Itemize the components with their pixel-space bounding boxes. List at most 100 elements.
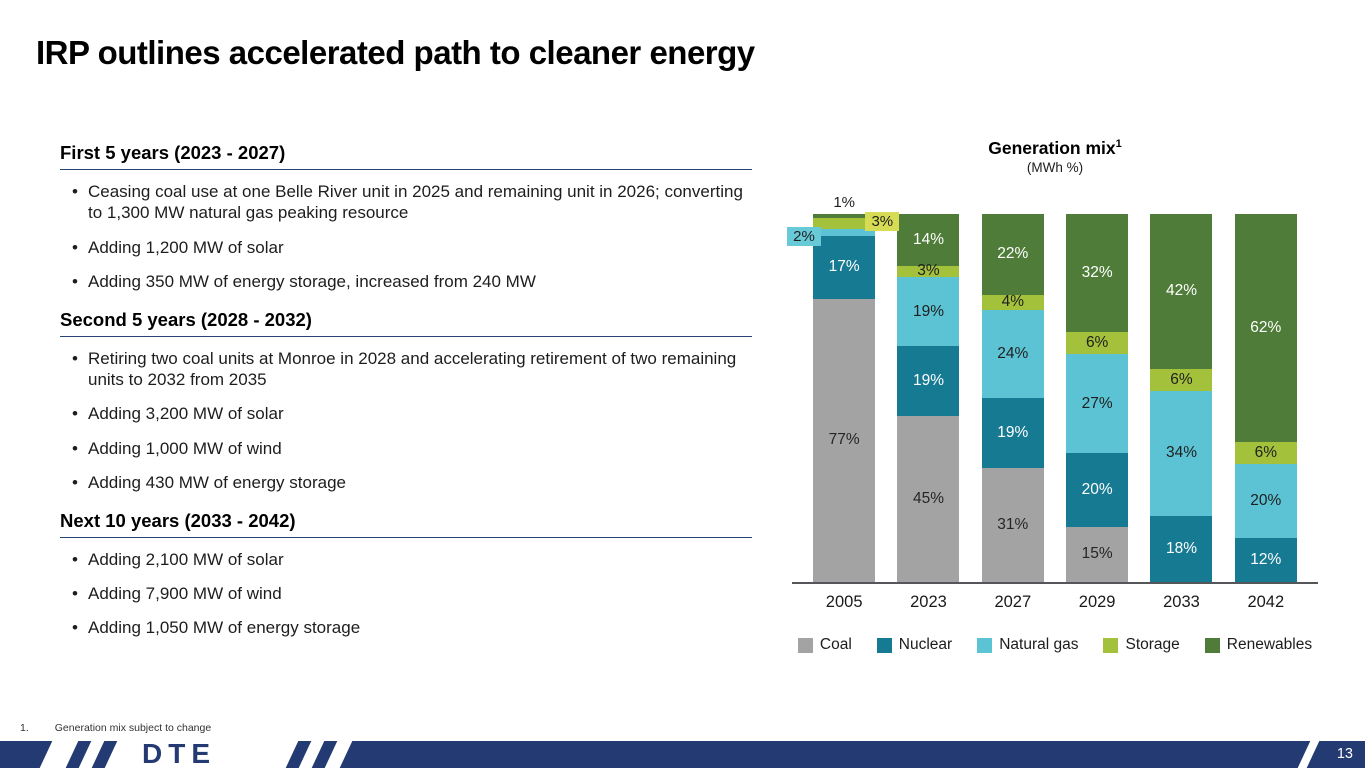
bullet-marker: • (72, 237, 78, 257)
chart-column-2027: 31% 19% 24% 4% 22% (971, 214, 1055, 582)
segment-natural-gas: 34% (1150, 390, 1213, 516)
segment-label: 12% (1250, 550, 1282, 568)
page-title: IRP outlines accelerated path to cleaner… (36, 34, 755, 71)
segment-nuclear: 19% (897, 346, 960, 417)
segment-label: 6% (1085, 333, 1109, 351)
footnote: 1. Generation mix subject to change (20, 722, 211, 734)
legend-swatch (797, 637, 813, 653)
chart-plot: 77% 17% 2% 3% 1% 45% 19% 19% 3% 14% 31% 19% 24% 4% 22%… (787, 194, 1318, 584)
section: First 5 years (2023 - 2027) • Ceasing coal… (60, 142, 752, 293)
bullet-marker: • (72, 348, 78, 368)
segment-label: 15% (1081, 545, 1113, 563)
bar-2033: 18% 34% 6% 42% (1150, 214, 1213, 582)
chart-subtitle: (MWh %) (1026, 160, 1084, 175)
segment-coal: 31% (981, 467, 1044, 582)
segment-natural-gas: 27% (1066, 353, 1129, 454)
bullet-item: • Adding 1,000 MW of wind (66, 438, 752, 459)
bullet-marker: • (72, 549, 78, 569)
x-axis-label: 2005 (825, 593, 863, 611)
bullet-marker: • (72, 272, 78, 292)
bullet-text: Adding 2,100 MW of solar (88, 549, 284, 569)
bullet-text: Adding 3,200 MW of solar (88, 404, 284, 424)
segment-label: 32% (1081, 263, 1113, 281)
chart-column-2042: 12% 20% 6% 62% (1224, 214, 1308, 582)
segment-label: 62% (1250, 319, 1282, 337)
bullet-text: Adding 350 MW of energy storage, increas… (88, 272, 536, 292)
page-number-slash-icon (1297, 741, 1320, 768)
bullet-item: • Adding 1,200 MW of solar (66, 237, 752, 258)
segment-natural-gas: 20% (1234, 464, 1297, 538)
segment-natural-gas: 19% (897, 276, 960, 347)
page-number: 13 (1336, 746, 1353, 762)
segment-nuclear: 18% (1150, 515, 1213, 582)
legend-label: Renewables (1226, 636, 1313, 653)
segment-storage: 6% (1066, 331, 1129, 354)
bar-2029: 15% 20% 27% 6% 32% (1066, 214, 1129, 582)
segment-label: 20% (1081, 480, 1113, 498)
bullet-item: • Adding 7,900 MW of wind (66, 583, 752, 604)
segment-renewables: 32% (1066, 214, 1129, 332)
legend-swatch (977, 637, 993, 653)
bullet-text: Adding 1,200 MW of solar (88, 237, 284, 257)
segment-label: 18% (1165, 539, 1197, 557)
segment-nuclear: 19% (981, 398, 1044, 468)
bullet-text: Adding 1,050 MW of energy storage (88, 618, 361, 638)
segment-label: 3% (917, 262, 940, 280)
segment-renewables: 62% (1234, 214, 1297, 443)
segment-storage: 4% (981, 293, 1044, 310)
segment-label: 31% (997, 515, 1029, 533)
bullet-marker: • (72, 404, 78, 424)
segment-coal: 77% (813, 298, 876, 582)
generation-mix-chart: Generation mix1 (MWh %) 77% 17% 2% 3% 1% 45% 1… (787, 138, 1318, 654)
bullet-item: • Adding 3,200 MW of solar (66, 403, 752, 424)
chart-legend: Coal Nuclear Natural gas Storage Renewables (792, 636, 1318, 654)
segment-label: 19% (997, 423, 1029, 441)
segment-natural-gas: 24% (981, 309, 1044, 398)
footnote-text: Generation mix subject to change (54, 722, 212, 734)
x-axis-label: 2029 (1078, 593, 1116, 611)
bullet-item: • Ceasing coal use at one Belle River uni… (66, 181, 752, 224)
legend-label: Nuclear (898, 636, 953, 653)
legend-item-coal: Coal (797, 636, 852, 654)
segment-label: 6% (1254, 444, 1277, 462)
legend-item-natural-gas: Natural gas (977, 636, 1078, 654)
segment-label: 20% (1250, 492, 1282, 510)
x-axis-label: 2033 (1163, 593, 1200, 611)
chart-title-superscript: 1 (1115, 138, 1122, 151)
segment-storage: 6% (1150, 368, 1213, 391)
segment-coal: 15% (1066, 526, 1129, 582)
chart-column-2033: 18% 34% 6% 42% (1139, 214, 1223, 582)
bullet-item: • Adding 1,050 MW of energy storage (66, 617, 752, 638)
x-axis-label: 2042 (1247, 593, 1285, 611)
bullet-marker: • (72, 182, 78, 201)
chart-column-2023: 45% 19% 19% 3% 14% (886, 214, 970, 582)
segment-renewables: 42% (1150, 214, 1213, 369)
segment-label: 22% (997, 245, 1029, 263)
segment-label: 17% (828, 258, 860, 276)
bullet-marker: • (72, 584, 78, 604)
bullet-text: Adding 7,900 MW of wind (88, 584, 282, 604)
bar-2023: 45% 19% 19% 3% 14% (897, 214, 960, 582)
segment-label: 4% (1001, 293, 1025, 311)
segment-nuclear: 20% (1066, 453, 1129, 527)
segment-label: 14% (912, 230, 944, 248)
section: Next 10 years (2033 - 2042) • Adding 2,100… (60, 510, 752, 639)
segment-label: 34% (1165, 444, 1197, 462)
footer-bar: DTE 13 (0, 740, 1365, 768)
section: Second 5 years (2028 - 2032) • Retiring tw… (60, 309, 752, 494)
segment-label: 19% (912, 302, 944, 320)
segment-label: 27% (1081, 394, 1113, 412)
bar-2042: 12% 20% 6% 62% (1234, 214, 1297, 582)
bullet-marker: • (72, 473, 78, 493)
segment-coal: 45% (897, 416, 960, 582)
segment-label: 6% (1170, 370, 1193, 388)
segment-label: 45% (912, 490, 944, 508)
segment-renewables: 14% (897, 214, 960, 266)
segment-storage (813, 217, 876, 229)
segment-label: 19% (912, 372, 944, 390)
legend-item-storage: Storage (1103, 636, 1180, 654)
section-heading: Second 5 years (2028 - 2032) (60, 309, 752, 337)
x-axis-label: 2027 (994, 593, 1032, 611)
chart-column-2005: 77% 17% 2% 3% 1% (787, 194, 900, 582)
legend-item-renewables: Renewables (1204, 636, 1313, 654)
